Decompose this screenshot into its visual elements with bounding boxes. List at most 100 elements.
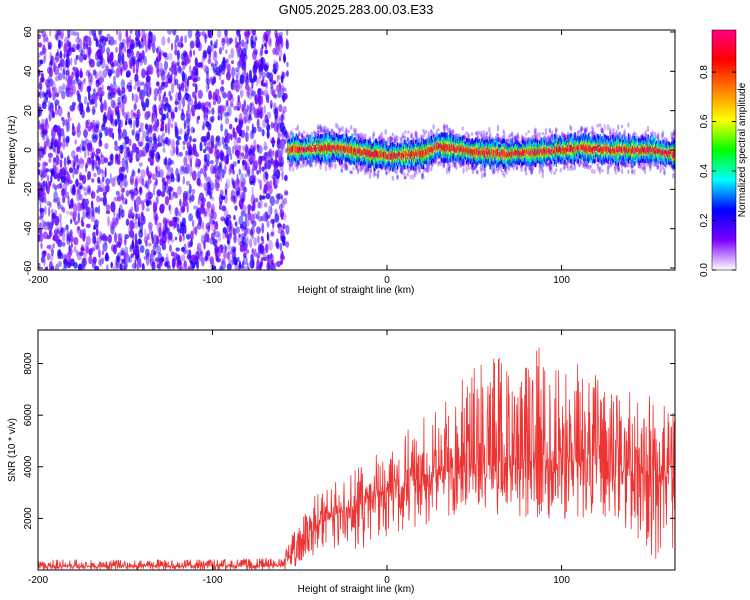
noise-cell — [161, 243, 167, 251]
noise-cell — [82, 159, 85, 165]
noise-cell — [167, 52, 173, 61]
noise-cell — [237, 136, 241, 144]
noise-cell — [92, 231, 96, 238]
signal-halo-cell — [470, 132, 474, 136]
signal-halo-cell — [350, 125, 353, 130]
noise-cell — [58, 213, 62, 223]
noise-cell — [45, 79, 49, 85]
noise-cell — [204, 173, 207, 179]
noise-cell — [260, 56, 264, 64]
noise-cell — [195, 152, 200, 158]
noise-cell — [77, 79, 82, 87]
noise-cell — [211, 257, 215, 267]
noise-cell — [285, 224, 290, 235]
noise-cell — [41, 101, 47, 110]
noise-cell — [160, 100, 164, 107]
noise-cell — [61, 167, 65, 176]
noise-cell — [116, 159, 121, 165]
noise-cell — [270, 121, 274, 129]
noise-cell — [220, 86, 225, 93]
noise-cell — [95, 148, 101, 155]
noise-cell — [44, 221, 49, 226]
noise-cell — [80, 244, 85, 252]
noise-cell — [79, 232, 83, 239]
noise-cell — [242, 145, 246, 152]
noise-cell — [170, 238, 175, 243]
noise-cell — [59, 159, 63, 169]
noise-cell — [59, 52, 63, 59]
noise-cell — [125, 198, 128, 205]
noise-cell — [187, 125, 190, 136]
noise-cell — [85, 245, 89, 254]
noise-cell — [49, 30, 52, 37]
noise-cell — [80, 218, 84, 227]
noise-cell — [94, 265, 100, 270]
noise-cell — [113, 244, 117, 255]
noise-cell — [150, 36, 154, 47]
noise-cell — [241, 197, 245, 203]
noise-cell — [156, 68, 161, 77]
noise-cell — [225, 49, 228, 54]
noise-cell — [261, 80, 264, 86]
noise-cell — [73, 262, 78, 269]
noise-cell — [120, 79, 126, 89]
noise-cell — [133, 103, 137, 111]
noise-cell — [217, 30, 222, 38]
noise-cell — [236, 30, 240, 37]
noise-cell — [162, 147, 166, 153]
noise-cell — [91, 236, 95, 245]
noise-cell — [223, 142, 225, 149]
noise-cell — [189, 40, 195, 49]
noise-cell — [209, 256, 214, 265]
noise-cell — [98, 258, 101, 266]
noise-cell — [184, 88, 188, 96]
signal-halo-cell — [396, 174, 399, 179]
signal-halo-cell — [471, 169, 475, 175]
noise-cell — [270, 231, 275, 237]
noise-cell — [212, 115, 215, 122]
noise-cell — [257, 235, 260, 244]
noise-cell — [168, 90, 172, 97]
noise-cell — [278, 31, 284, 38]
noise-cell — [275, 36, 280, 47]
noise-cell — [238, 260, 242, 269]
noise-cell — [119, 91, 126, 100]
noise-cell — [161, 36, 166, 46]
noise-cell — [206, 109, 211, 115]
noise-cell — [104, 142, 109, 150]
noise-cell — [39, 77, 45, 83]
noise-cell — [158, 93, 162, 102]
noise-cell — [212, 220, 215, 225]
noise-cell — [91, 178, 95, 183]
noise-cell — [166, 253, 169, 262]
noise-cell — [42, 180, 46, 187]
noise-cell — [56, 30, 62, 36]
signal-halo-cell — [482, 130, 486, 136]
noise-cell — [268, 193, 272, 203]
signal-halo-cell — [324, 165, 328, 172]
noise-cell — [110, 261, 113, 269]
noise-cell — [212, 164, 218, 174]
signal-halo-cell — [478, 130, 481, 135]
noise-cell — [171, 257, 176, 268]
noise-cell — [109, 114, 114, 123]
noise-cell — [224, 182, 228, 193]
noise-cell — [106, 264, 109, 270]
noise-cell — [170, 251, 175, 257]
signal-halo-cell — [369, 169, 372, 174]
noise-cell — [155, 165, 161, 173]
noise-cell — [247, 166, 251, 176]
signal-halo-cell — [334, 162, 337, 170]
noise-cell — [128, 209, 133, 220]
noise-cell — [230, 101, 234, 108]
noise-cell — [216, 175, 220, 185]
noise-cell — [87, 171, 89, 181]
noise-cell — [199, 204, 205, 215]
noise-cell — [100, 235, 106, 241]
noise-cell — [97, 205, 101, 215]
noise-cell — [250, 194, 255, 206]
noise-cell — [124, 237, 127, 246]
noise-cell — [172, 146, 176, 155]
noise-cell — [272, 63, 277, 70]
noise-cell — [175, 34, 180, 43]
